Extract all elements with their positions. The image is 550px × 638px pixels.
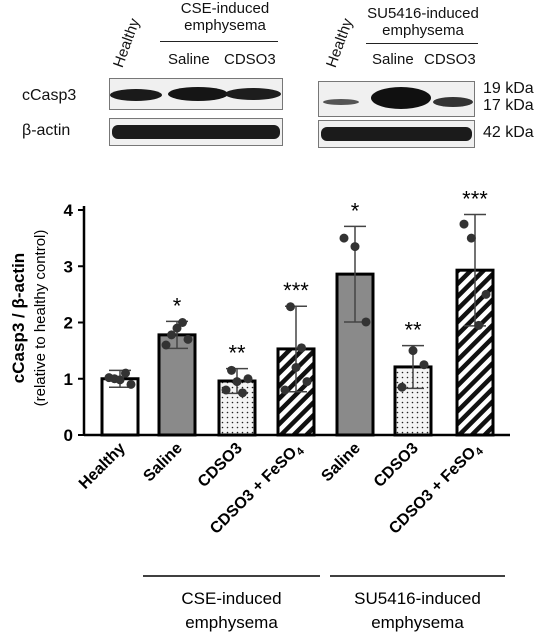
blot-row-label-actin: β-actin <box>22 122 71 139</box>
significance-mark: * <box>351 198 360 223</box>
blot-left-cCasp3-strip <box>109 78 283 110</box>
data-point <box>361 317 371 327</box>
data-point <box>238 388 247 398</box>
data-point <box>291 363 301 372</box>
data-point <box>243 374 253 384</box>
blot-left-actin-bands <box>112 125 280 139</box>
y-axis-title: cCasp3 / β-actin (relative to healthy co… <box>9 230 49 407</box>
blot-right-actin-strip <box>318 120 475 148</box>
blot-right-lane-saline: Saline <box>372 51 414 68</box>
blot-size-label-17kda: 17 kDa <box>483 97 534 114</box>
group-label: CSE-induced <box>181 589 281 608</box>
x-tick-label-subscript: 4 <box>473 445 486 458</box>
data-point <box>481 289 491 299</box>
blot-right-cCasp3-bands <box>323 87 473 109</box>
blot-right-group-rule <box>366 43 478 44</box>
blot-size-label-42kda: 42 kDa <box>483 124 534 141</box>
data-point <box>286 302 295 312</box>
x-tick-label-subscript: 4 <box>294 445 307 458</box>
data-point <box>178 318 187 327</box>
data-point <box>227 365 236 375</box>
blot-left-lane-cdso3: CDSO3 <box>224 51 276 68</box>
data-point <box>459 219 469 229</box>
y-tick-label: 2 <box>64 314 73 333</box>
significance-mark: ** <box>228 341 246 366</box>
data-point <box>183 334 193 344</box>
blot-left-actin-strip <box>109 118 283 146</box>
data-point <box>302 377 312 387</box>
blot-right-lane-cdso3: CDSO3 <box>424 51 476 68</box>
data-point <box>297 343 306 353</box>
data-point <box>126 379 136 389</box>
y-tick-label: 1 <box>64 370 73 389</box>
blot-left-group-rule <box>160 41 278 42</box>
blot-right-actin-bands <box>321 127 472 141</box>
significance-mark: *** <box>462 187 488 212</box>
y-tick-label: 3 <box>64 257 73 276</box>
group-label: emphysema <box>185 613 278 632</box>
blot-left-cCasp3-bands <box>110 87 281 101</box>
significance-mark: *** <box>283 278 309 303</box>
data-point <box>161 340 171 350</box>
data-point <box>221 385 231 395</box>
x-tick-label: Healthy <box>76 440 129 493</box>
x-tick-label: Saline <box>318 440 363 485</box>
group-label: SU5416-induced <box>354 589 481 608</box>
data-point <box>397 382 407 392</box>
data-point <box>167 330 176 340</box>
data-point <box>350 242 360 252</box>
x-tick-label: CDSO3 <box>371 440 422 491</box>
data-point <box>121 368 130 378</box>
y-tick-label: 4 <box>64 201 74 220</box>
data-point <box>339 233 349 243</box>
blot-right-group-title: SU5416-induced emphysema <box>367 5 479 39</box>
group-label: emphysema <box>371 613 464 632</box>
x-tick-label: Saline <box>140 440 185 485</box>
blot-size-label-19kda: 19 kDa <box>483 80 534 97</box>
y-tick-label: 0 <box>64 426 73 445</box>
data-point <box>232 377 242 387</box>
data-point <box>115 375 125 385</box>
x-tick-label: CDSO3 <box>195 440 246 491</box>
blot-right-cCasp3-strip <box>318 81 475 117</box>
data-point <box>419 360 429 370</box>
data-point <box>408 346 418 356</box>
data-point <box>466 233 476 243</box>
data-point <box>474 320 484 330</box>
y-axis-sublabel: (relative to healthy control) <box>32 230 49 407</box>
significance-mark: ** <box>404 318 422 343</box>
blot-left-lane-saline: Saline <box>168 51 210 68</box>
data-point <box>172 323 182 333</box>
data-point <box>280 385 290 395</box>
blot-row-label-cCasp3: cCasp3 <box>22 87 77 104</box>
significance-mark: * <box>173 293 182 318</box>
bar <box>157 333 197 437</box>
y-axis-label: cCasp3 / β-actin <box>9 253 28 383</box>
blot-left-group-title: CSE-induced emphysema <box>180 0 270 34</box>
